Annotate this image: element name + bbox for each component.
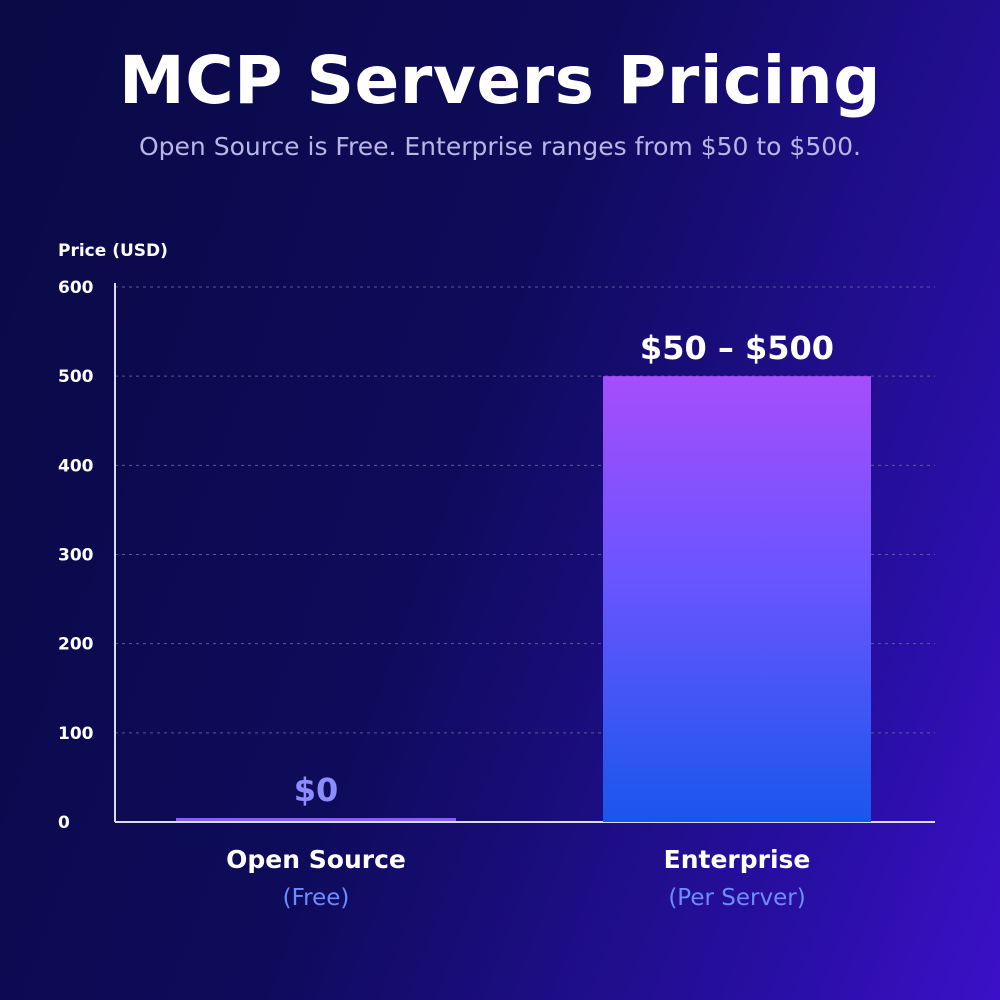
labels: Price (USD) 0 100 200 300 400 500 600 $0 Open Sou… xyxy=(58,241,834,911)
data-label: $50 – $500 xyxy=(640,329,834,367)
bar-open-source xyxy=(176,818,456,821)
y-tick-label: 500 xyxy=(58,367,94,387)
y-axis-title: Price (USD) xyxy=(58,241,168,261)
chart-subtitle: Open Source is Free. Enterprise ranges f… xyxy=(138,132,861,161)
chart-title: MCP Servers Pricing xyxy=(119,42,881,119)
y-tick-label: 400 xyxy=(58,456,94,476)
x-tick-label: Open Source xyxy=(226,845,406,874)
x-tick-label: Enterprise xyxy=(664,845,811,874)
x-tick-sublabel: (Per Server) xyxy=(668,885,805,911)
y-tick-label: 300 xyxy=(58,546,94,566)
y-tick-label: 200 xyxy=(58,635,94,655)
bars xyxy=(176,376,871,822)
bar-enterprise xyxy=(603,376,871,822)
x-tick-sublabel: (Free) xyxy=(283,885,350,911)
y-tick-label: 100 xyxy=(58,724,94,744)
data-label: $0 xyxy=(294,771,339,809)
y-tick-label: 600 xyxy=(58,278,94,298)
y-tick-label: 0 xyxy=(58,813,70,833)
